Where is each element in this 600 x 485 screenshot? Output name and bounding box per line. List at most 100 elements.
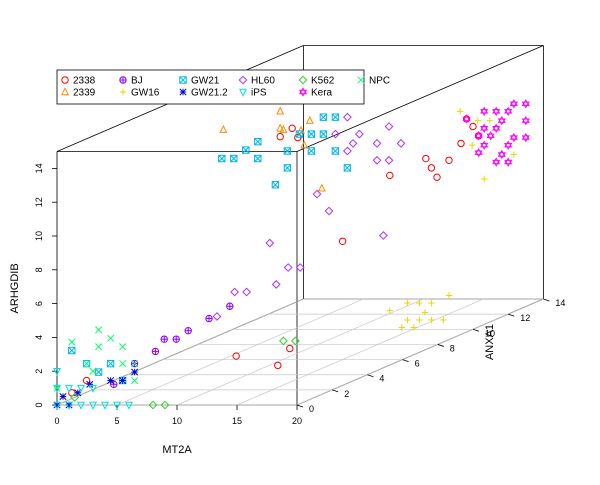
data-point (497, 116, 506, 126)
data-point (330, 129, 340, 139)
data-points (52, 96, 530, 410)
data-point (324, 206, 334, 216)
floor-gridline (176, 298, 424, 406)
data-point (428, 316, 435, 324)
data-point (131, 376, 139, 385)
data-point (290, 336, 300, 346)
data-point (357, 76, 365, 84)
data-point (184, 327, 192, 335)
data-point (410, 324, 417, 331)
data-point (86, 380, 94, 388)
series-npc (53, 326, 139, 392)
legend-label: K562 (311, 76, 335, 87)
data-point (307, 147, 316, 155)
data-point (428, 299, 435, 307)
data-point (492, 106, 501, 117)
data-point (384, 122, 394, 131)
data-point (119, 88, 127, 96)
z-tick (437, 344, 444, 347)
floor-gridline (56, 298, 304, 406)
data-point (396, 138, 406, 148)
data-point (504, 140, 513, 150)
data-point (107, 376, 115, 385)
z-tick-label: 6 (415, 359, 420, 369)
data-point (331, 147, 340, 155)
data-point (95, 343, 103, 351)
data-point (61, 76, 69, 84)
data-point (440, 316, 447, 324)
data-point (151, 347, 160, 356)
data-point (398, 324, 405, 331)
legend-label: HL60 (251, 76, 275, 87)
data-point (107, 334, 115, 342)
data-point (226, 302, 234, 310)
data-point (88, 401, 98, 410)
data-point (88, 384, 98, 393)
z-tick (332, 389, 339, 393)
data-point (70, 393, 80, 402)
data-point (480, 123, 489, 133)
z-axis-title: ANXA1 (484, 324, 496, 360)
x-axis-title: MT2A (162, 444, 192, 456)
floor-grid (56, 298, 544, 406)
data-point (119, 360, 127, 368)
data-point (372, 155, 382, 165)
floor-gridline (116, 298, 364, 406)
data-point (254, 137, 262, 146)
data-point (276, 133, 284, 141)
legend-label: 2339 (73, 88, 96, 99)
data-point (348, 138, 358, 148)
data-point (480, 106, 489, 117)
data-point (254, 154, 262, 163)
data-point (433, 173, 441, 181)
y-tick-label: 12 (34, 197, 44, 207)
data-point (319, 130, 328, 138)
data-point (378, 231, 388, 240)
series-hl60 (212, 112, 406, 321)
data-point (218, 154, 226, 163)
data-point (100, 401, 110, 410)
floor-gridline (236, 298, 484, 406)
data-point (52, 384, 62, 393)
data-point (416, 316, 423, 324)
y-axis-title: ARHGDIB (9, 263, 21, 313)
z-tick-label: 0 (309, 404, 314, 414)
data-point (238, 75, 248, 85)
data-point (205, 314, 213, 323)
z-tick (508, 313, 515, 317)
data-point (342, 112, 352, 122)
data-point (76, 384, 86, 393)
legend-label: GW16 (131, 88, 160, 99)
data-point (106, 359, 115, 368)
data-point (445, 156, 453, 165)
data-point (457, 139, 465, 148)
series-ips (52, 368, 134, 410)
data-point (480, 140, 489, 150)
data-point (52, 401, 62, 410)
data-point (319, 113, 328, 121)
series-2338 (68, 115, 483, 397)
data-point (278, 336, 288, 346)
z-tick (402, 359, 409, 362)
legend-label: Kera (311, 88, 333, 99)
data-point (68, 346, 76, 355)
data-point (119, 376, 127, 385)
data-point (131, 360, 139, 368)
data-point (521, 116, 530, 126)
data-point (238, 88, 248, 97)
data-point (242, 146, 250, 154)
data-point (212, 312, 222, 321)
data-point (331, 113, 340, 121)
data-point (276, 106, 285, 115)
legend-label: 2338 (73, 76, 96, 87)
series-gw16 (386, 108, 517, 331)
z-tick-label: 10 (485, 328, 495, 338)
data-point (462, 114, 471, 124)
z-tick (543, 298, 550, 302)
data-point (486, 131, 495, 141)
axes: 0 5 10 15 20 0 2 4 6 8 10 12 14 0 2 4 6 8 10 12 14 MT2A ARHGDI… (9, 163, 565, 456)
data-point (312, 189, 322, 199)
data-point (338, 237, 347, 245)
data-point (276, 123, 285, 132)
